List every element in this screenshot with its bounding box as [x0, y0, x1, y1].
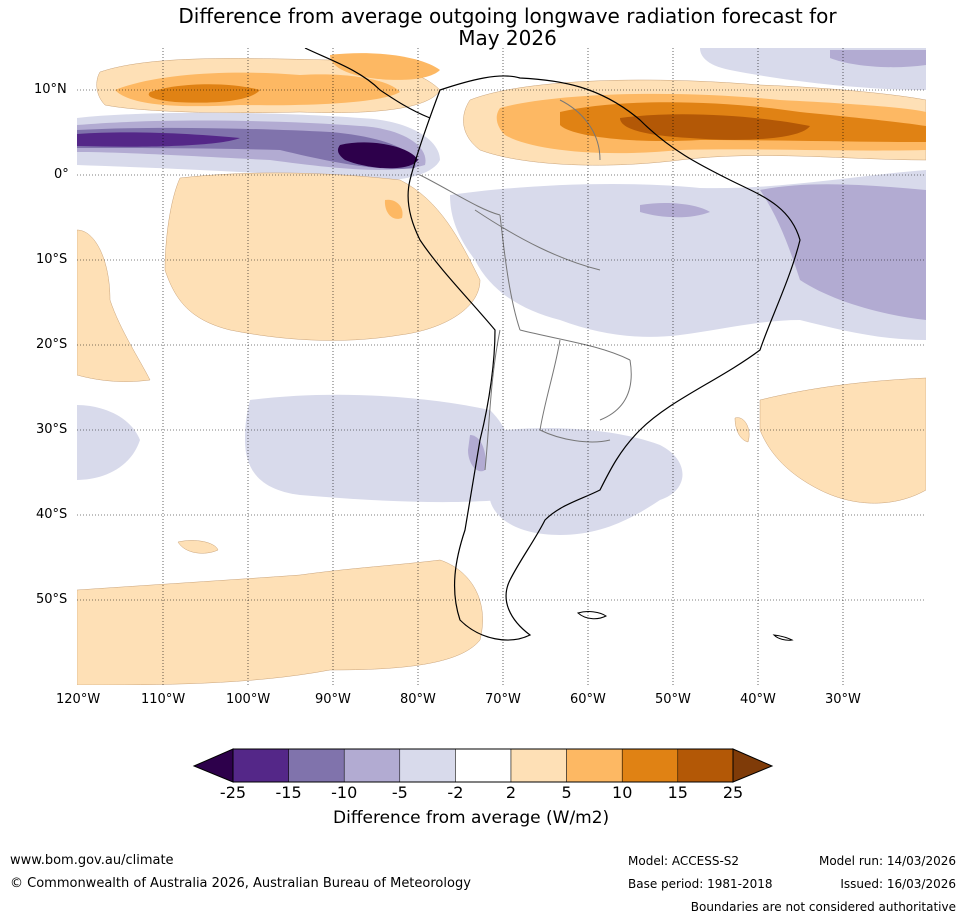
- colorbar-above-arrow: [732, 748, 774, 783]
- lon-label-30w: 30°W: [825, 692, 861, 707]
- colorbar-bin-6: [510, 748, 567, 783]
- anomaly-negative-east-pacific-core: [337, 142, 418, 169]
- colorbar-tick: 10: [612, 783, 633, 802]
- colorbar-bin-5: [455, 748, 512, 783]
- anomaly-negative-caribbean-north-core: [830, 50, 926, 68]
- anomaly-positive-south-atlantic-small: [734, 417, 750, 443]
- colorbar-bin-8: [621, 748, 679, 783]
- gridlines: [77, 48, 926, 685]
- footer-copyright: © Commonwealth of Australia 2026, Austra…: [10, 876, 471, 891]
- falkland-islands: [576, 611, 607, 620]
- colorbar-tick: -10: [331, 783, 358, 802]
- lon-label-50w: 50°W: [655, 692, 691, 707]
- anomaly-negative-argentina: [489, 428, 683, 535]
- anomaly-positive-southern-ocean: [77, 559, 483, 685]
- anomaly-positive-south-atlantic: [759, 377, 926, 504]
- colorbar-bin-3: [343, 748, 401, 783]
- south-america-coastline: [407, 75, 801, 641]
- lon-label-80w: 80°W: [400, 692, 436, 707]
- lat-label-20s: 20°S: [36, 337, 68, 352]
- south-georgia: [772, 634, 794, 641]
- anomaly-negative-east-pacific-strong: [77, 132, 240, 147]
- lon-label-110w: 110°W: [141, 692, 186, 707]
- colorbar-bin-9: [677, 748, 734, 783]
- anomaly-negative-south-pacific: [77, 405, 140, 480]
- colorbar-bin-7: [566, 748, 623, 783]
- colorbar-bin-1: [232, 748, 289, 783]
- anomaly-positive-north-atlantic-core: [620, 114, 810, 140]
- footer-issued: Issued: 16/03/2026: [840, 877, 956, 891]
- colorbar-bin-2: [288, 748, 345, 783]
- footer-base-period: Base period: 1981-2018: [628, 877, 773, 891]
- colorbar-tick: 15: [667, 783, 688, 802]
- lon-label-100w: 100°W: [226, 692, 271, 707]
- footer-model-run: Model run: 14/03/2026: [818, 854, 956, 868]
- lon-label-90w: 90°W: [315, 692, 351, 707]
- lat-label-30s: 30°S: [36, 422, 68, 437]
- anomaly-positive-pacific-blob: [384, 199, 403, 219]
- anomaly-positive-southern-ocean-small: [177, 540, 219, 554]
- colorbar-tick: -2: [447, 783, 464, 802]
- lon-label-120w: 120°W: [56, 692, 101, 707]
- map-title-line1: Difference from average outgoing longwav…: [178, 4, 837, 28]
- anomaly-negative-central-south: [245, 394, 514, 503]
- lon-label-70w: 70°W: [485, 692, 521, 707]
- lat-label-50s: 50°S: [36, 592, 68, 607]
- anomaly-negative-brazil-inner: [640, 202, 710, 218]
- lat-label-10s: 10°S: [36, 252, 68, 267]
- colorbar-tick: -15: [275, 783, 302, 802]
- colorbar-bin-4: [399, 748, 456, 783]
- footer-disclaimer: Boundaries are not considered authoritat…: [690, 900, 956, 914]
- colorbar-label: Difference from average (W/m2): [333, 808, 610, 828]
- colorbar-tick: -25: [219, 783, 247, 802]
- map-title-line2: May 2026: [458, 26, 557, 50]
- anomaly-positive-north-pacific-core: [148, 84, 260, 103]
- colorbar-tick: 25: [722, 783, 744, 802]
- lon-label-60w: 60°W: [570, 692, 606, 707]
- colorbar-tick: 5: [561, 783, 572, 802]
- footer-website: www.bom.gov.au/climate: [10, 853, 174, 868]
- colorbar-tick: 2: [505, 783, 517, 802]
- footer-model: Model: ACCESS-S2: [628, 854, 740, 868]
- map-panel: [77, 48, 926, 685]
- colorbar-tick: -5: [391, 783, 408, 802]
- lat-label-0: 0°: [54, 167, 69, 182]
- country-borders: [419, 99, 632, 471]
- colorbar: [192, 748, 774, 783]
- lat-label-10n: 10°N: [34, 82, 67, 97]
- central-america-coastline: [304, 48, 431, 119]
- anomaly-negative-andes-core: [468, 435, 486, 472]
- lat-label-40s: 40°S: [36, 507, 68, 522]
- lon-label-40w: 40°W: [740, 692, 776, 707]
- anomaly-positive-far-west-pacific: [77, 229, 151, 382]
- colorbar-below-arrow: [192, 748, 234, 783]
